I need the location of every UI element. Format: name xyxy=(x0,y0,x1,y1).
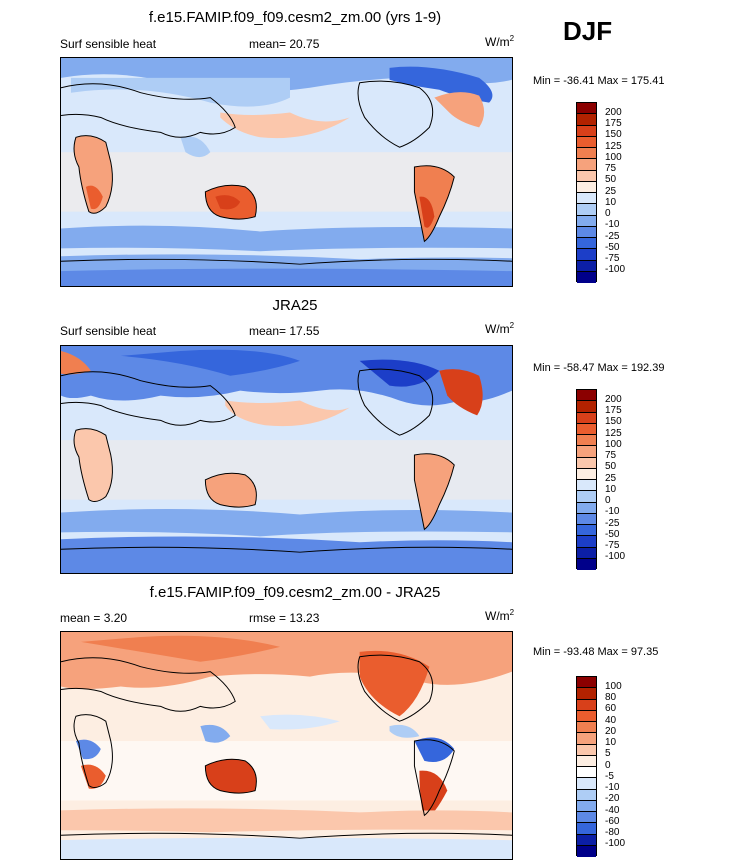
panel-1-mean-label: mean= 20.75 xyxy=(249,37,320,51)
colorbar-tick-label: -10 xyxy=(605,506,620,517)
colorbar-tick-label: 150 xyxy=(605,416,622,427)
panel-2-min-max: Min = -58.47 Max = 192.39 xyxy=(533,362,665,374)
panel-3-min-max: Min = -93.48 Max = 97.35 xyxy=(533,646,659,658)
panel-3-units: W/m2 xyxy=(485,608,515,624)
colorbar-tick-label: 10 xyxy=(605,737,617,748)
panel-1-min-max: Min = -36.41 Max = 175.41 xyxy=(533,75,665,87)
panel-2-units: W/m2 xyxy=(485,321,515,337)
colorbar-tick-label: -100 xyxy=(605,838,626,849)
colorbar-tick-label: 50 xyxy=(605,174,617,185)
colorbar-tick-label: -10 xyxy=(605,782,620,793)
panel-3-colorbar xyxy=(576,676,597,857)
colorbar-tick-label: 100 xyxy=(605,439,622,450)
colorbar-tick-label: -20 xyxy=(605,793,620,804)
colorbar-tick-label: 20 xyxy=(605,726,617,737)
panel-3-mean-label: mean = 3.20 xyxy=(60,611,128,625)
colorbar-tick-label: 0 xyxy=(605,495,611,506)
colorbar-tick-label: 75 xyxy=(605,450,617,461)
colorbar-tick-label: -75 xyxy=(605,253,620,264)
colorbar-tick-label: 10 xyxy=(605,197,617,208)
colorbar-tick-label: -60 xyxy=(605,816,620,827)
colorbar-tick-label: 175 xyxy=(605,405,622,416)
panel-3-rmse-label: rmse = 13.23 xyxy=(249,611,320,625)
colorbar-tick-label: 150 xyxy=(605,129,622,140)
colorbar-tick-label: 200 xyxy=(605,394,622,405)
colorbar-tick-label: 40 xyxy=(605,715,617,726)
panel-1-colorbar xyxy=(576,102,597,283)
colorbar-tick-label: -25 xyxy=(605,518,620,529)
panel-1-map xyxy=(60,57,513,287)
colorbar-tick-label: -50 xyxy=(605,242,620,253)
colorbar-tick-label: 100 xyxy=(605,681,622,692)
colorbar-tick-label: -50 xyxy=(605,529,620,540)
colorbar-tick-label: -100 xyxy=(605,551,626,562)
season-label: DJF xyxy=(563,16,613,46)
panel-2-map xyxy=(60,345,513,574)
colorbar-tick-label: 0 xyxy=(605,760,611,771)
panel-3-title: f.e15.FAMIP.f09_f09.cesm2_zm.00 - JRA25 xyxy=(149,584,441,601)
colorbar-tick-label: 200 xyxy=(605,107,622,118)
colorbar-tick-label: -25 xyxy=(605,231,620,242)
panel-2-title: JRA25 xyxy=(272,297,318,314)
colorbar-tick-label: 25 xyxy=(605,186,617,197)
colorbar-tick-label: 80 xyxy=(605,692,617,703)
panel-2-mean-label: mean= 17.55 xyxy=(249,324,320,338)
colorbar-tick-label: -75 xyxy=(605,540,620,551)
panel-1-units: W/m2 xyxy=(485,34,515,50)
colorbar-tick-label: 100 xyxy=(605,152,622,163)
colorbar-tick-label: -5 xyxy=(605,771,614,782)
colorbar-tick-label: -80 xyxy=(605,827,620,838)
colorbar-tick-label: -10 xyxy=(605,219,620,230)
colorbar-tick-label: -40 xyxy=(605,805,620,816)
colorbar-tick-label: 60 xyxy=(605,703,617,714)
colorbar-tick-label: 125 xyxy=(605,141,622,152)
colorbar-tick-label: 175 xyxy=(605,118,622,129)
colorbar-tick-label: 10 xyxy=(605,484,617,495)
panel-3-map xyxy=(60,631,513,860)
colorbar-tick-label: -100 xyxy=(605,264,626,275)
colorbar-tick-label: 75 xyxy=(605,163,617,174)
panel-2-variable-label: Surf sensible heat xyxy=(60,324,157,338)
colorbar-tick-label: 25 xyxy=(605,473,617,484)
panel-1-variable-label: Surf sensible heat xyxy=(60,37,157,51)
colorbar-tick-label: 125 xyxy=(605,428,622,439)
panel-2-colorbar xyxy=(576,389,597,570)
colorbar-tick-label: 5 xyxy=(605,748,611,759)
panel-1-title: f.e15.FAMIP.f09_f09.cesm2_zm.00 (yrs 1-9… xyxy=(148,9,442,26)
colorbar-tick-label: 50 xyxy=(605,461,617,472)
colorbar-tick-label: 0 xyxy=(605,208,611,219)
